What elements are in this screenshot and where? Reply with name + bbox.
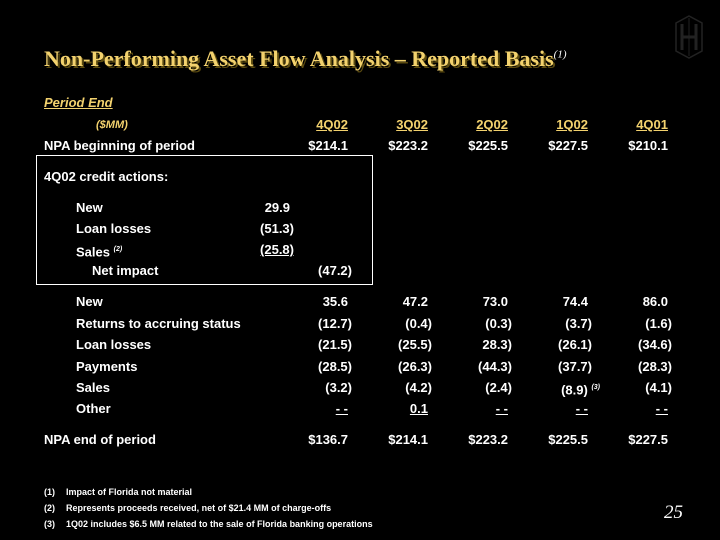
footnote-3-num: (3) xyxy=(44,519,55,529)
flow-sales-1q02-value: (8.9) xyxy=(561,382,588,398)
npa-begin-label: NPA beginning of period xyxy=(44,138,195,153)
flow-other-2q02: - - xyxy=(495,401,508,416)
flow-label-loan-losses: Loan losses xyxy=(76,337,152,352)
col-header-4q02: 4Q02 xyxy=(316,117,348,132)
flow-sales-1q02-footnote: (3) xyxy=(591,384,600,391)
flow-loan-losses-1q02: (26.1) xyxy=(558,337,592,352)
npa-begin-4q01: $210.1 xyxy=(628,138,668,153)
flow-loan-losses-3q02: (25.5) xyxy=(398,337,432,352)
footnote-2-num: (2) xyxy=(44,503,55,513)
npa-begin-2q02: $225.5 xyxy=(468,138,508,153)
flow-payments-3q02: (26.3) xyxy=(398,359,432,374)
flow-sales-2q02: (2.4) xyxy=(485,380,512,395)
npa-begin-1q02: $227.5 xyxy=(548,138,588,153)
period-end-label: Period End xyxy=(44,95,113,110)
flow-payments-1q02: (37.7) xyxy=(558,359,592,374)
credit-new-label: New xyxy=(76,200,103,215)
col-header-4q01: 4Q01 xyxy=(636,117,668,132)
npa-end-4q02: $136.7 xyxy=(308,432,348,447)
flow-label-new: New xyxy=(76,294,103,309)
credit-net-impact-value: (47.2) xyxy=(318,263,352,278)
flow-sales-4q01: (4.1) xyxy=(645,380,672,395)
huntington-logo-icon xyxy=(675,15,703,59)
flow-label-sales: Sales xyxy=(76,380,110,395)
credit-new-value: 29.9 xyxy=(264,200,290,215)
flow-label-returns: Returns to accruing status xyxy=(76,316,241,331)
npa-begin-4q02: $214.1 xyxy=(308,138,348,153)
flow-other-3q02: 0.1 xyxy=(409,401,428,416)
credit-loan-losses-label: Loan losses xyxy=(76,221,152,236)
flow-loan-losses-2q02: 28.3) xyxy=(482,337,512,352)
flow-label-other: Other xyxy=(76,401,111,416)
flow-payments-2q02: (44.3) xyxy=(478,359,512,374)
footnote-1-num: (1) xyxy=(44,487,55,497)
flow-returns-3q02: (0.4) xyxy=(405,316,432,331)
credit-actions-heading: 4Q02 credit actions: xyxy=(44,169,169,184)
npa-begin-3q02: $223.2 xyxy=(388,138,428,153)
flow-other-4q02: - - xyxy=(335,401,348,416)
col-header-3q02: 3Q02 xyxy=(396,117,428,132)
npa-end-1q02: $225.5 xyxy=(548,432,588,447)
flow-returns-4q01: (1.6) xyxy=(645,316,672,331)
flow-new-2q02: 73.0 xyxy=(482,294,508,309)
flow-loan-losses-4q01: (34.6) xyxy=(638,337,672,352)
page-number: 25 xyxy=(664,502,683,523)
flow-label-payments: Payments xyxy=(76,359,138,374)
credit-actions-box xyxy=(36,155,373,285)
flow-new-4q01: 86.0 xyxy=(642,294,668,309)
footnote-3-text: 1Q02 includes $6.5 MM related to the sal… xyxy=(66,519,373,529)
flow-other-1q02: - - xyxy=(575,401,588,416)
flow-payments-4q02: (28.5) xyxy=(318,359,352,374)
flow-returns-2q02: (0.3) xyxy=(485,316,512,331)
col-header-2q02: 2Q02 xyxy=(476,117,508,132)
credit-net-impact-label: Net impact xyxy=(92,263,159,278)
flow-new-3q02: 47.2 xyxy=(402,294,428,309)
npa-end-3q02: $214.1 xyxy=(388,432,428,447)
page-title: Non-Performing Asset Flow Analysis – Rep… xyxy=(44,46,566,72)
flow-loan-losses-4q02: (21.5) xyxy=(318,337,352,352)
flow-returns-4q02: (12.7) xyxy=(318,316,352,331)
credit-loan-losses-value: (51.3) xyxy=(260,221,294,236)
credit-sales-footnote: (2) xyxy=(113,246,123,253)
flow-returns-1q02: (3.7) xyxy=(565,316,592,331)
units-label: ($MM) xyxy=(96,119,128,131)
npa-end-label: NPA end of period xyxy=(44,432,156,447)
footnote-1-text: Impact of Florida not material xyxy=(66,487,193,497)
flow-sales-4q02: (3.2) xyxy=(325,380,352,395)
flow-sales-1q02: (8.9) (3) xyxy=(500,381,600,397)
flow-other-4q01: - - xyxy=(655,401,668,416)
flow-new-4q02: 35.6 xyxy=(322,294,348,309)
credit-sales-label: Sales (2) xyxy=(76,243,122,259)
flow-new-1q02: 74.4 xyxy=(562,294,588,309)
npa-end-2q02: $223.2 xyxy=(468,432,508,447)
title-footnote-marker: (1) xyxy=(553,48,567,61)
col-header-1q02: 1Q02 xyxy=(556,117,588,132)
npa-end-4q01: $227.5 xyxy=(628,432,668,447)
credit-sales-text: Sales xyxy=(76,244,110,260)
flow-payments-4q01: (28.3) xyxy=(638,359,672,374)
footnote-2-text: Represents proceeds received, net of $21… xyxy=(66,503,332,513)
credit-sales-value: (25.8) xyxy=(260,242,294,257)
title-text: Non-Performing Asset Flow Analysis – Rep… xyxy=(44,46,554,71)
flow-sales-3q02: (4.2) xyxy=(405,380,432,395)
